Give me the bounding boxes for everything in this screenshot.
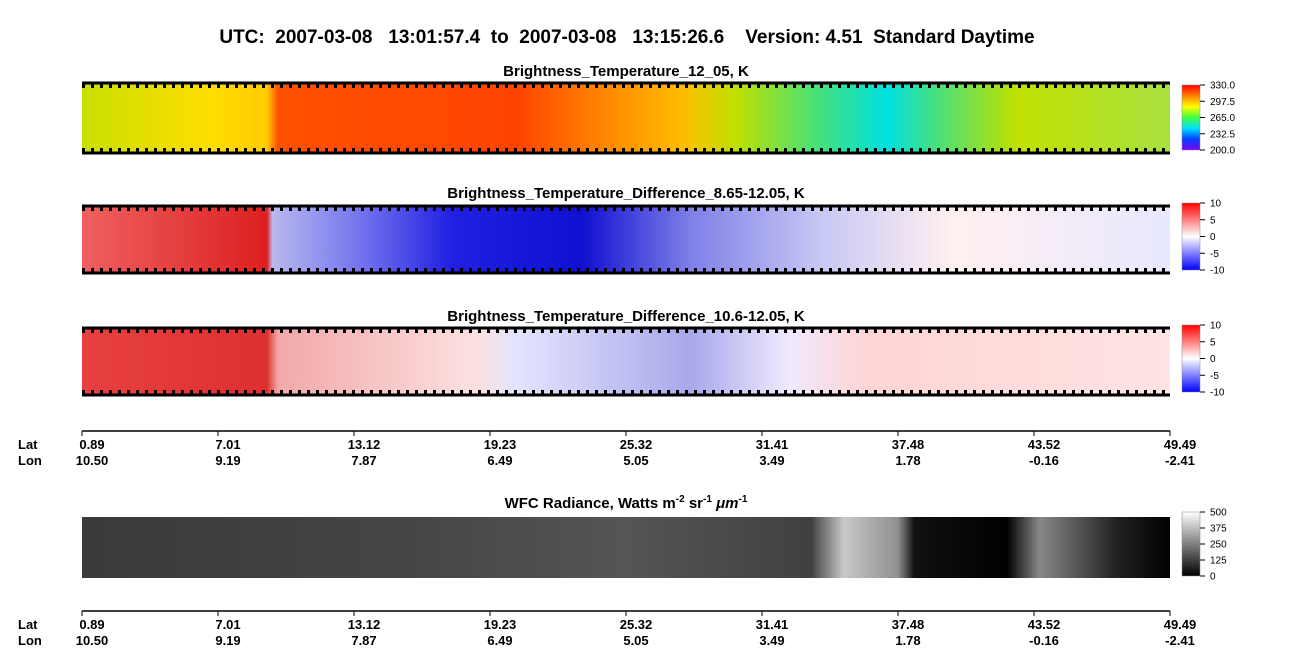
lon-tick-label: 7.87 bbox=[351, 633, 376, 648]
lat-tick-label: 0.89 bbox=[79, 437, 104, 452]
lat-tick-label: 13.12 bbox=[348, 617, 381, 632]
lon-tick-label: 6.49 bbox=[487, 453, 512, 468]
lat-tick-label: 7.01 bbox=[215, 617, 240, 632]
colorbar-tick-label: 250 bbox=[1210, 540, 1227, 551]
colorbar-tick-label: 125 bbox=[1210, 556, 1227, 567]
panel-title: Brightness_Temperature_Difference_10.6-1… bbox=[447, 308, 805, 325]
lat-tick-label: 37.48 bbox=[892, 617, 925, 632]
colorbar-tick-label: 297.5 bbox=[1210, 97, 1235, 108]
lon-tick-label: -2.41 bbox=[1165, 633, 1195, 648]
lat-tick-label: 19.23 bbox=[484, 437, 517, 452]
colorbar-tick-label: 5 bbox=[1210, 215, 1216, 226]
lon-tick-label: 10.50 bbox=[76, 633, 109, 648]
lat-tick-label: 49.49 bbox=[1164, 617, 1197, 632]
colorbar-tick-label: -10 bbox=[1210, 266, 1225, 277]
lat-label: Lat bbox=[18, 437, 38, 452]
lat-tick-label: 49.49 bbox=[1164, 437, 1197, 452]
page-title: UTC: 2007-03-08 13:01:57.4 to 2007-03-08… bbox=[219, 27, 1034, 48]
lon-tick-label: 5.05 bbox=[623, 453, 648, 468]
colorbar-tick-label: 10 bbox=[1210, 199, 1222, 210]
lon-tick-label: 9.19 bbox=[215, 633, 240, 648]
lat-tick-label: 25.32 bbox=[620, 617, 653, 632]
lon-tick-label: -0.16 bbox=[1029, 453, 1059, 468]
colorbar-tick-label: 0 bbox=[1210, 354, 1216, 365]
lon-tick-label: 6.49 bbox=[487, 633, 512, 648]
strip-borders bbox=[82, 81, 1170, 612]
lon-tick-label: 5.05 bbox=[623, 633, 648, 648]
title-part: μm bbox=[712, 495, 739, 512]
lat-tick-label: 37.48 bbox=[892, 437, 925, 452]
lon-tick-label: 3.49 bbox=[759, 633, 784, 648]
colorbar-tick-label: -5 bbox=[1210, 371, 1219, 382]
colorbar-tick-label: 200.0 bbox=[1210, 146, 1235, 157]
colorbar-tick-label: 5 bbox=[1210, 337, 1216, 348]
lon-tick-label: 1.78 bbox=[895, 633, 920, 648]
colorbar-tick-label: 330.0 bbox=[1210, 81, 1235, 92]
lat-tick-label: 19.23 bbox=[484, 617, 517, 632]
colorbar-tick-label: 0 bbox=[1210, 572, 1216, 583]
lat-tick-label: 0.89 bbox=[79, 617, 104, 632]
colorbar bbox=[1181, 84, 1201, 151]
lat-tick-label: 43.52 bbox=[1028, 437, 1061, 452]
bt-strip bbox=[82, 84, 1170, 152]
title-sup: -2 bbox=[676, 494, 685, 505]
btd-strip bbox=[82, 329, 1170, 394]
panel-title: Brightness_Temperature_Difference_8.65-1… bbox=[447, 185, 805, 202]
lon-tick-label: -0.16 bbox=[1029, 633, 1059, 648]
title-part: sr bbox=[685, 495, 704, 512]
lon-label: Lon bbox=[18, 453, 42, 468]
colorbar bbox=[1181, 202, 1201, 271]
lat-label: Lat bbox=[18, 617, 38, 632]
panel-title: Brightness_Temperature_12_05, K bbox=[503, 63, 749, 80]
colorbar-tick-label: 0 bbox=[1210, 232, 1216, 243]
colorbar bbox=[1181, 511, 1201, 577]
lon-tick-label: -2.41 bbox=[1165, 453, 1195, 468]
title-sup: -1 bbox=[738, 494, 747, 505]
lat-tick-label: 31.41 bbox=[756, 437, 789, 452]
panel-title: WFC Radiance, Watts m-2 sr-1 μm-1 bbox=[505, 494, 748, 512]
lon-label: Lon bbox=[18, 633, 42, 648]
lat-tick-label: 31.41 bbox=[756, 617, 789, 632]
title-sup: -1 bbox=[703, 494, 712, 505]
colorbar-tick-label: 10 bbox=[1210, 321, 1222, 332]
colorbar bbox=[1181, 324, 1201, 393]
colorbar-tick-label: 375 bbox=[1210, 524, 1227, 535]
btd-strip bbox=[82, 207, 1170, 272]
colorbar-tick-label: -10 bbox=[1210, 388, 1225, 399]
lat-tick-label: 7.01 bbox=[215, 437, 240, 452]
colorbar-tick-label: 500 bbox=[1210, 508, 1227, 519]
lat-tick-label: 25.32 bbox=[620, 437, 653, 452]
title-part: WFC Radiance, Watts m bbox=[505, 495, 676, 512]
colorbar-tick-label: 232.5 bbox=[1210, 129, 1235, 140]
lon-tick-label: 10.50 bbox=[76, 453, 109, 468]
strips bbox=[82, 84, 1170, 578]
lon-tick-label: 7.87 bbox=[351, 453, 376, 468]
lat-tick-label: 43.52 bbox=[1028, 617, 1061, 632]
lon-tick-label: 9.19 bbox=[215, 453, 240, 468]
lon-tick-label: 3.49 bbox=[759, 453, 784, 468]
colorbar-tick-label: -5 bbox=[1210, 249, 1219, 260]
lat-tick-label: 13.12 bbox=[348, 437, 381, 452]
lon-tick-label: 1.78 bbox=[895, 453, 920, 468]
colorbar-tick-label: 265.0 bbox=[1210, 113, 1235, 124]
wfc-strip bbox=[82, 517, 1170, 578]
